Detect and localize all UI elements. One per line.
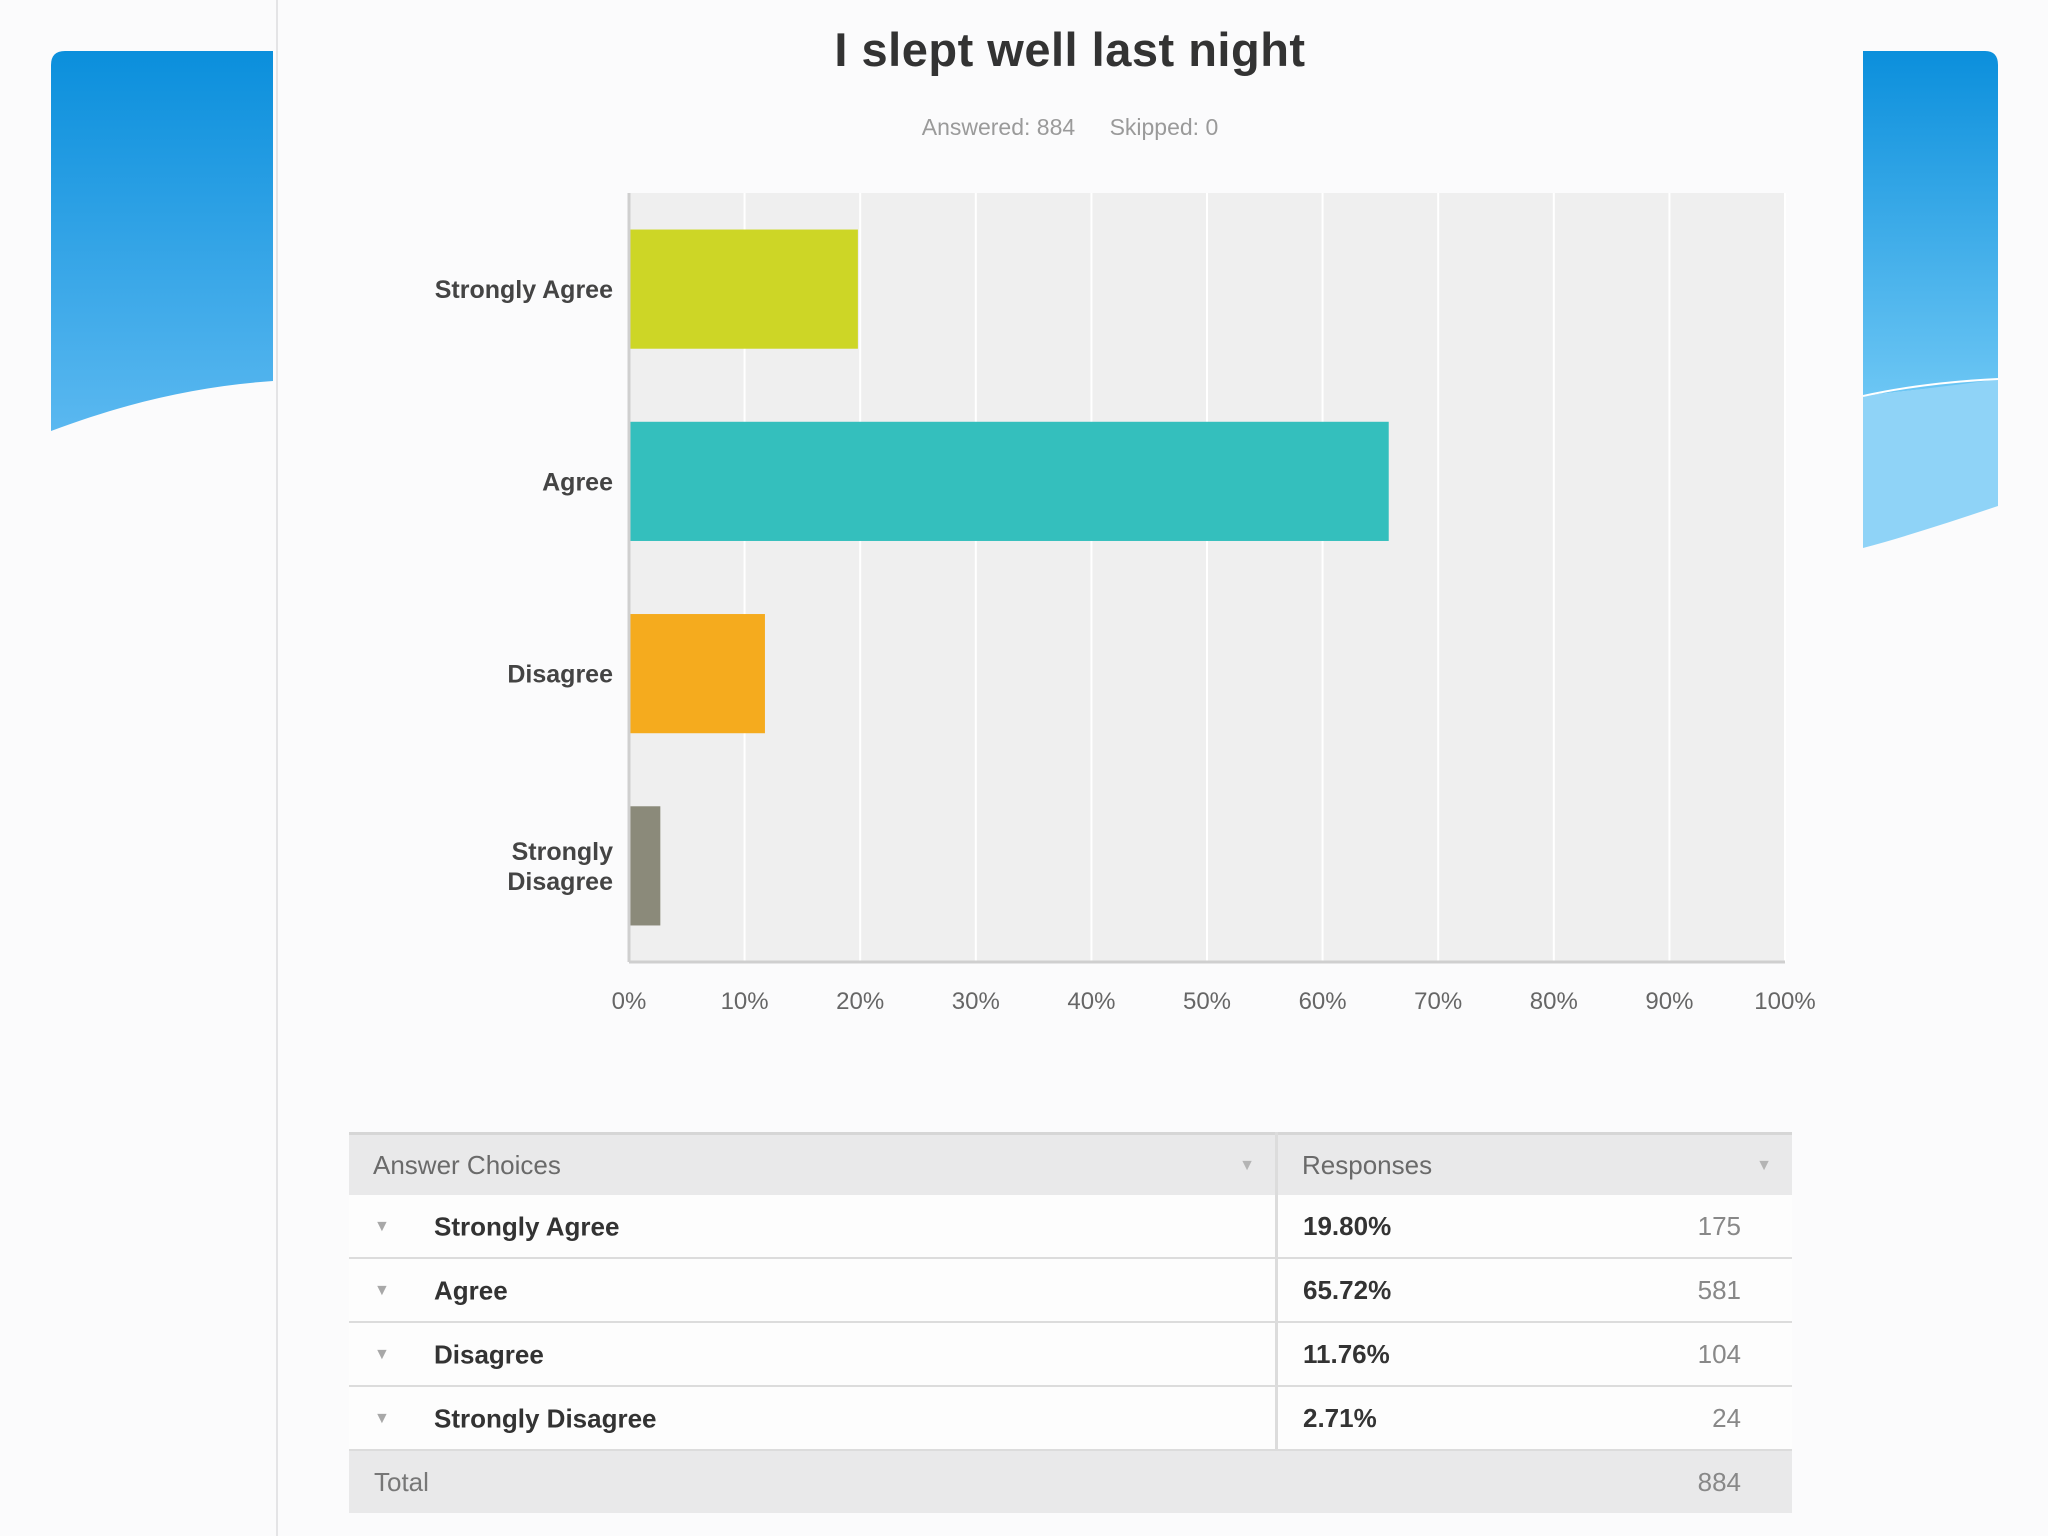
response-summary: Answered: 884 Skipped: 0 [700,114,1440,141]
x-tick-label: 90% [1645,988,1693,1015]
response-percent: 11.76% [1303,1338,1390,1369]
category-label: Agree [542,468,613,496]
x-tick-label: 40% [1067,988,1115,1015]
response-percent: 65.72% [1303,1274,1392,1305]
table-row: ▼ Disagree 11.76% 104 [349,1322,1792,1387]
category-label: Strongly Agree [435,276,613,304]
response-percent: 19.80% [1303,1210,1392,1241]
chart-title: I slept well last night [834,23,1306,76]
sort-icon[interactable]: ▼ [1756,1157,1772,1174]
bar [629,421,1389,541]
total-label: Total [374,1466,429,1497]
table-total-row: Total 884 [349,1450,1792,1513]
bar [629,229,858,349]
x-tick-label: 70% [1414,988,1462,1015]
response-count: 104 [1697,1338,1741,1369]
column-header-label: Responses [1302,1149,1433,1180]
category-label: Strongly Disagree [507,838,613,896]
category-label: Disagree [507,661,613,689]
column-header-responses[interactable]: Responses ▼ [1276,1132,1792,1195]
column-header-label: Answer Choices [373,1149,561,1180]
answer-choice: Strongly Agree [434,1211,620,1242]
responses-table: Answer Choices ▼ Responses ▼ ▼ Strongly A… [349,1132,1792,1513]
x-tick-label: 50% [1183,988,1231,1015]
answered-count: Answered: 884 [921,114,1076,140]
answer-choice: Agree [434,1275,508,1306]
x-tick-label: 100% [1754,988,1815,1015]
expand-caret-icon[interactable]: ▼ [374,1281,390,1299]
sort-icon[interactable]: ▼ [1239,1157,1255,1174]
table-row: ▼ Strongly Disagree 2.71% 24 [349,1386,1792,1451]
skipped-count: Skipped: 0 [1109,114,1219,140]
bar [629,614,765,734]
x-tick-label: 0% [612,988,647,1015]
bar [629,806,661,926]
x-tick-label: 20% [836,988,884,1015]
response-count: 175 [1697,1210,1741,1241]
x-tick-label: 10% [721,988,769,1015]
response-percent: 2.71% [1303,1402,1377,1433]
column-header-answer-choices[interactable]: Answer Choices ▼ [349,1132,1278,1195]
slide-decoration-right [1863,51,1998,548]
slide-divider [276,0,278,1536]
expand-caret-icon[interactable]: ▼ [374,1345,390,1363]
x-tick-label: 80% [1530,988,1578,1015]
response-count: 24 [1712,1402,1741,1433]
answer-choice: Strongly Disagree [434,1403,657,1434]
bar-chart: 0% 10% 20% 30% 40% 50% 60% 70% 80% 90% 100% Strongl… [435,193,1816,1015]
x-tick-label: 30% [952,988,1000,1015]
table-row: ▼ Agree 65.72% 581 [349,1258,1792,1323]
expand-caret-icon[interactable]: ▼ [374,1217,390,1235]
total-count: 884 [1697,1466,1741,1497]
expand-caret-icon[interactable]: ▼ [374,1409,390,1427]
table-row: ▼ Strongly Agree 19.80% 175 [349,1195,1792,1259]
answer-choice: Disagree [434,1339,544,1370]
slide-decoration-left [51,51,273,431]
response-count: 581 [1697,1274,1741,1305]
x-tick-label: 60% [1299,988,1347,1015]
